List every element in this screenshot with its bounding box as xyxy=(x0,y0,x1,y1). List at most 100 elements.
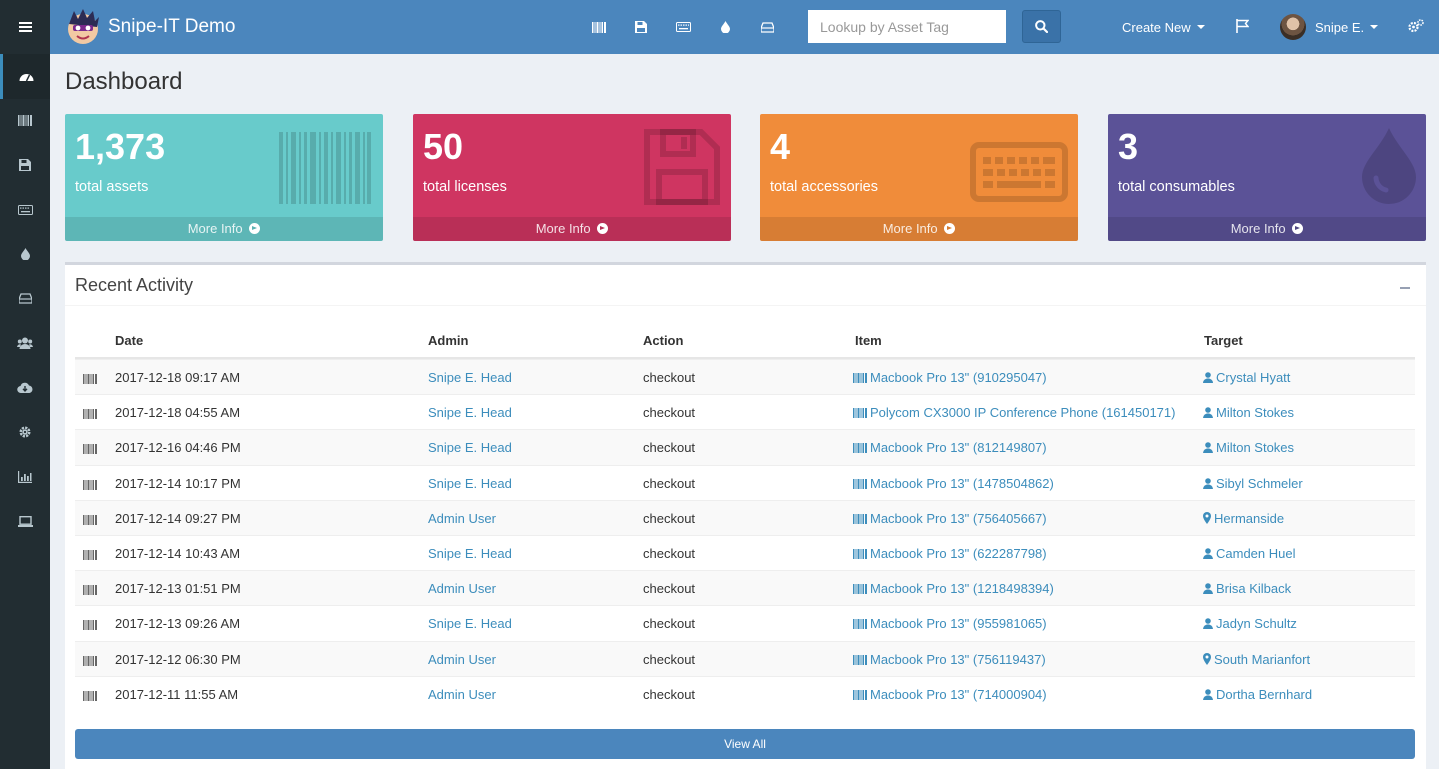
barcode-icon xyxy=(853,441,867,454)
stat-box-accessories: 4 total accessories More Info xyxy=(760,114,1078,241)
nav-consumables-button[interactable] xyxy=(704,0,746,54)
user-menu-dropdown[interactable]: Snipe E. xyxy=(1280,0,1379,54)
target-link[interactable]: Hermanside xyxy=(1203,511,1284,527)
floppy-icon xyxy=(635,21,647,33)
target-link[interactable]: Sibyl Schmeler xyxy=(1203,476,1303,492)
target-link[interactable]: South Marianfort xyxy=(1203,652,1310,668)
create-new-dropdown[interactable]: Create New xyxy=(1122,0,1205,54)
flag-icon xyxy=(1236,19,1250,33)
target-link[interactable]: Camden Huel xyxy=(1203,546,1296,562)
table-row: 2017-12-14 10:17 PM Snipe E. Head checkout… xyxy=(75,464,1415,500)
target-link[interactable]: Milton Stokes xyxy=(1203,440,1294,456)
more-info-link-consumables[interactable]: More Info xyxy=(1108,217,1426,241)
item-link[interactable]: Macbook Pro 13" (622287798) xyxy=(853,546,1047,561)
sidebar-item-licenses[interactable] xyxy=(0,143,50,188)
target-link[interactable]: Jadyn Schultz xyxy=(1203,616,1297,632)
target-link[interactable]: Milton Stokes xyxy=(1203,405,1294,421)
caret-down-icon xyxy=(1370,25,1379,29)
target-label: Sibyl Schmeler xyxy=(1216,475,1303,491)
item-link[interactable]: Macbook Pro 13" (955981065) xyxy=(853,616,1047,631)
item-link[interactable]: Macbook Pro 13" (1218498394) xyxy=(853,581,1054,596)
admin-link[interactable]: Admin User xyxy=(428,581,496,597)
admin-link[interactable]: Snipe E. Head xyxy=(428,545,512,561)
barcode-icon xyxy=(853,688,867,700)
item-link[interactable]: Macbook Pro 13" (756405667) xyxy=(853,511,1047,526)
item-label: Macbook Pro 13" (812149807) xyxy=(870,440,1047,456)
view-all-button[interactable]: View All xyxy=(75,729,1415,759)
admin-link[interactable]: Snipe E. Head xyxy=(428,616,512,632)
stat-value: 50 xyxy=(423,126,464,167)
user-icon xyxy=(1203,477,1213,492)
item-link[interactable]: Macbook Pro 13" (1478504862) xyxy=(853,476,1054,491)
nav-assets-button[interactable] xyxy=(578,0,620,54)
target-link[interactable]: Dortha Bernhard xyxy=(1203,687,1312,703)
more-info-link-licenses[interactable]: More Info xyxy=(413,217,731,241)
column-header-date[interactable]: Date xyxy=(115,333,144,348)
item-link[interactable]: Polycom CX3000 IP Conference Phone (1614… xyxy=(853,405,1175,420)
admin-settings-button[interactable] xyxy=(1408,19,1424,38)
admin-link[interactable]: Admin User xyxy=(428,686,496,702)
stat-label: total consumables xyxy=(1118,179,1235,195)
collapse-button[interactable] xyxy=(1400,287,1410,289)
stat-label: total assets xyxy=(75,179,149,195)
column-header-target[interactable]: Target xyxy=(1204,333,1243,348)
activity-date: 2017-12-18 04:55 AM xyxy=(115,405,241,421)
keyboard-icon xyxy=(675,22,691,32)
sidebar-item-accessories[interactable] xyxy=(0,188,50,233)
item-link[interactable]: Macbook Pro 13" (714000904) xyxy=(853,687,1047,702)
column-header-item[interactable]: Item xyxy=(855,333,882,348)
item-link[interactable]: Macbook Pro 13" (812149807) xyxy=(853,440,1047,455)
item-label: Macbook Pro 13" (756405667) xyxy=(870,510,1047,526)
item-label: Macbook Pro 13" (622287798) xyxy=(870,545,1047,561)
sidebar-item-requestable[interactable] xyxy=(0,499,50,544)
asset-tag-search-input[interactable] xyxy=(808,10,1006,43)
target-link[interactable]: Brisa Kilback xyxy=(1203,581,1291,597)
activity-action: checkout xyxy=(643,545,696,561)
avatar xyxy=(1280,14,1306,40)
sidebar-item-consumables[interactable] xyxy=(0,232,50,277)
more-info-link-assets[interactable]: More Info xyxy=(65,217,383,241)
sidebar-item-dashboard[interactable] xyxy=(0,54,50,99)
nav-components-button[interactable] xyxy=(746,0,788,54)
barcode-icon xyxy=(853,371,867,383)
stat-value: 3 xyxy=(1118,126,1139,167)
menu-toggle-button[interactable] xyxy=(0,0,50,54)
activity-action: checkout xyxy=(643,686,696,702)
floppy-icon xyxy=(19,159,31,172)
brand-link[interactable]: Snipe-IT Demo xyxy=(64,8,235,46)
item-link[interactable]: Macbook Pro 13" (756119437) xyxy=(853,652,1046,667)
column-header-admin[interactable]: Admin xyxy=(428,333,469,348)
admin-link[interactable]: Snipe E. Head xyxy=(428,475,512,491)
column-header-action[interactable]: Action xyxy=(643,333,684,348)
hdd-icon xyxy=(760,21,774,33)
target-link[interactable]: Crystal Hyatt xyxy=(1203,370,1290,386)
admin-link[interactable]: Admin User xyxy=(428,651,496,667)
alerts-button[interactable] xyxy=(1236,19,1250,38)
more-info-link-accessories[interactable]: More Info xyxy=(760,217,1078,241)
nav-licenses-button[interactable] xyxy=(620,0,662,54)
target-label: Milton Stokes xyxy=(1216,440,1295,456)
item-link[interactable]: Macbook Pro 13" (910295047) xyxy=(853,370,1047,385)
sidebar-item-import[interactable] xyxy=(0,366,50,411)
target-label: Crystal Hyatt xyxy=(1216,370,1291,385)
sidebar-item-reports[interactable] xyxy=(0,455,50,500)
stat-label: total licenses xyxy=(423,179,507,195)
table-row: 2017-12-12 06:30 PM Admin User checkout Mac… xyxy=(75,640,1415,676)
admin-link[interactable]: Snipe E. Head xyxy=(428,440,512,456)
sidebar-item-settings[interactable] xyxy=(0,410,50,455)
cloud-download-icon xyxy=(17,382,33,393)
admin-link[interactable]: Admin User xyxy=(428,510,496,526)
table-body: 2017-12-18 09:17 AM Snipe E. Head checkout… xyxy=(75,359,1415,711)
search-button[interactable] xyxy=(1022,10,1061,43)
admin-link[interactable]: Snipe E. Head xyxy=(428,370,512,385)
admin-link[interactable]: Snipe E. Head xyxy=(428,405,512,421)
activity-date: 2017-12-14 10:17 PM xyxy=(115,475,241,491)
sidebar-item-people[interactable] xyxy=(0,321,50,366)
barcode-icon xyxy=(853,617,867,630)
user-icon xyxy=(1203,441,1213,456)
sidebar-item-assets[interactable] xyxy=(0,99,50,144)
nav-accessories-button[interactable] xyxy=(662,0,704,54)
sidebar-item-components[interactable] xyxy=(0,277,50,322)
barcode-icon xyxy=(83,478,97,493)
tint-icon xyxy=(20,248,30,261)
